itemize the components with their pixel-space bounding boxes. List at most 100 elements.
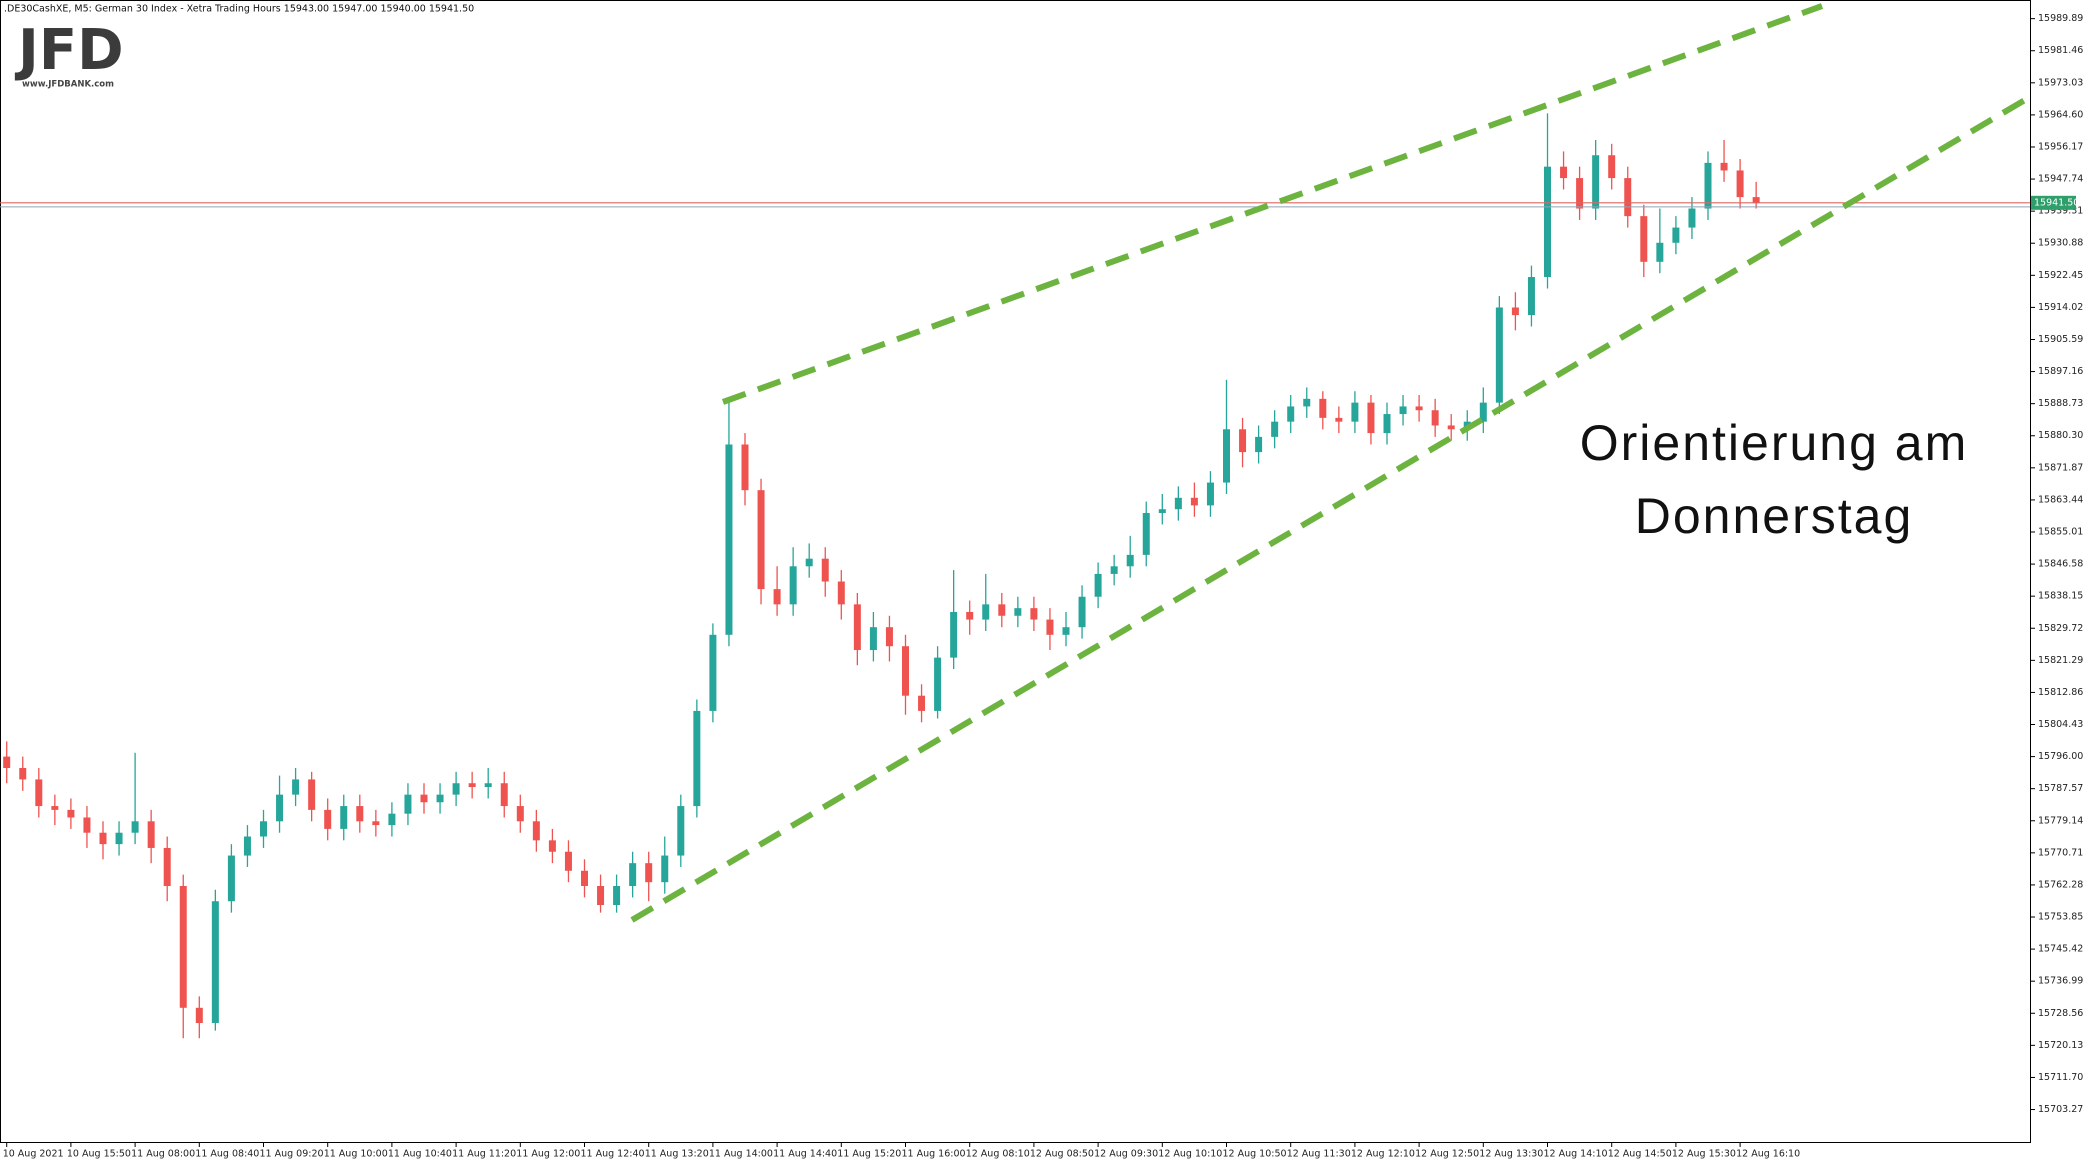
candle-body <box>1527 277 1535 316</box>
candle-body <box>1592 155 1600 209</box>
candle-body <box>1672 227 1680 243</box>
candle-body <box>1752 197 1760 203</box>
x-tick-label: 11 Aug 11:20 <box>452 1149 516 1160</box>
logo-url: www.JFDBANK.com <box>22 80 114 90</box>
y-tick-label: 15796.00 <box>2038 751 2083 762</box>
x-tick-label: 11 Aug 12:40 <box>581 1149 645 1160</box>
candle-body <box>1495 307 1503 403</box>
candle-body <box>195 1007 203 1024</box>
x-tick-label: 12 Aug 12:10 <box>1351 1149 1415 1160</box>
candle-body <box>99 832 107 845</box>
y-tick-label: 15711.70 <box>2038 1072 2083 1083</box>
candle-body <box>356 806 364 822</box>
y-tick-label: 15880.30 <box>2038 430 2083 441</box>
candle-body <box>998 604 1006 616</box>
candle-body <box>1062 627 1070 635</box>
y-tick-label: 15922.45 <box>2038 270 2083 281</box>
candle-body <box>276 794 284 822</box>
candle-body <box>645 863 653 883</box>
x-tick-label: 12 Aug 11:30 <box>1287 1149 1351 1160</box>
candle-body <box>581 870 588 886</box>
candle-body <box>885 627 893 647</box>
x-tick-label: 12 Aug 09:30 <box>1094 1149 1158 1160</box>
y-tick-label: 15812.86 <box>2038 687 2083 698</box>
current-price-label: 15941.50 <box>2034 197 2079 208</box>
y-tick-label: 15804.43 <box>2038 719 2083 730</box>
candle-body <box>1383 414 1391 434</box>
current-price-box <box>2031 195 2076 210</box>
candle-body <box>436 794 444 803</box>
candle-body <box>1704 162 1712 209</box>
candle-body <box>1624 178 1632 217</box>
candle-body <box>1720 162 1728 171</box>
candle-body <box>1736 170 1744 198</box>
candle-body <box>532 821 540 841</box>
candle-body <box>83 817 91 833</box>
candle-body <box>1367 402 1375 434</box>
y-tick-label: 15947.74 <box>2038 174 2083 185</box>
y-tick-label: 15914.02 <box>2038 302 2083 313</box>
y-tick-label: 15989.89 <box>2038 13 2083 24</box>
candle-body <box>548 840 556 852</box>
candle-body <box>1046 619 1054 635</box>
x-tick-label: 11 Aug 12:00 <box>516 1149 580 1160</box>
candle-body <box>966 611 974 620</box>
candle-body <box>388 813 396 826</box>
y-tick-label: 15973.03 <box>2038 77 2083 88</box>
candle-body <box>853 604 861 651</box>
y-tick-label: 15821.29 <box>2038 655 2083 666</box>
x-tick-label: 11 Aug 13:20 <box>645 1149 709 1160</box>
y-tick-label: 15787.57 <box>2038 783 2083 794</box>
candle-body <box>452 783 460 795</box>
candle-body <box>597 885 605 906</box>
candle-body <box>1447 425 1455 430</box>
x-tick-label: 12 Aug 16:10 <box>1736 1149 1800 1160</box>
candle-body <box>468 783 476 788</box>
candle-body <box>1335 417 1343 422</box>
candle-body <box>757 490 765 590</box>
candle-body <box>243 836 251 856</box>
x-tick-label: 12 Aug 10:50 <box>1223 1149 1287 1160</box>
candle-body <box>1206 482 1214 506</box>
candle-body <box>1287 406 1295 422</box>
annotation: Orientierung am <box>1580 415 1969 471</box>
candle-body <box>821 558 829 582</box>
candle-body <box>741 444 749 491</box>
x-tick-label: 12 Aug 14:50 <box>1608 1149 1672 1160</box>
x-tick-label: 12 Aug 10:10 <box>1158 1149 1222 1160</box>
candle-body <box>516 806 524 822</box>
x-tick-label: 11 Aug 09:20 <box>260 1149 324 1160</box>
candle-body <box>67 809 75 818</box>
candle-body <box>1094 573 1102 597</box>
y-tick-label: 15855.01 <box>2038 526 2083 537</box>
y-tick-label: 15863.44 <box>2038 494 2083 505</box>
candle-body <box>1576 178 1584 209</box>
x-tick-label: 11 Aug 08:00 <box>131 1149 195 1160</box>
candle-body <box>1431 410 1439 426</box>
candle-body <box>1399 406 1407 415</box>
candle-body <box>51 806 59 810</box>
y-tick-label: 15964.60 <box>2038 109 2083 120</box>
x-tick-label: 12 Aug 08:50 <box>1030 1149 1094 1160</box>
y-tick-label: 15981.46 <box>2038 45 2083 56</box>
candle-body <box>1014 608 1022 616</box>
candle-body <box>629 863 637 886</box>
candle-body <box>709 634 717 711</box>
y-tick-label: 15770.71 <box>2038 847 2083 858</box>
candle-body <box>420 794 428 803</box>
y-tick-label: 15897.16 <box>2038 366 2083 377</box>
candle-body <box>260 821 267 837</box>
candle-body <box>934 657 942 711</box>
x-tick-label: 12 Aug 12:50 <box>1415 1149 1479 1160</box>
y-tick-label: 15871.87 <box>2038 462 2083 473</box>
candle-body <box>340 806 348 829</box>
candle-body <box>163 847 171 886</box>
candle-body <box>918 695 926 711</box>
candle-body <box>372 821 380 826</box>
x-tick-label: 11 Aug 14:00 <box>709 1149 773 1160</box>
x-tick-label: 11 Aug 08:40 <box>195 1149 259 1160</box>
candle-body <box>35 779 43 807</box>
x-tick-label: 12 Aug 15:30 <box>1672 1149 1736 1160</box>
candle-body <box>982 604 990 620</box>
